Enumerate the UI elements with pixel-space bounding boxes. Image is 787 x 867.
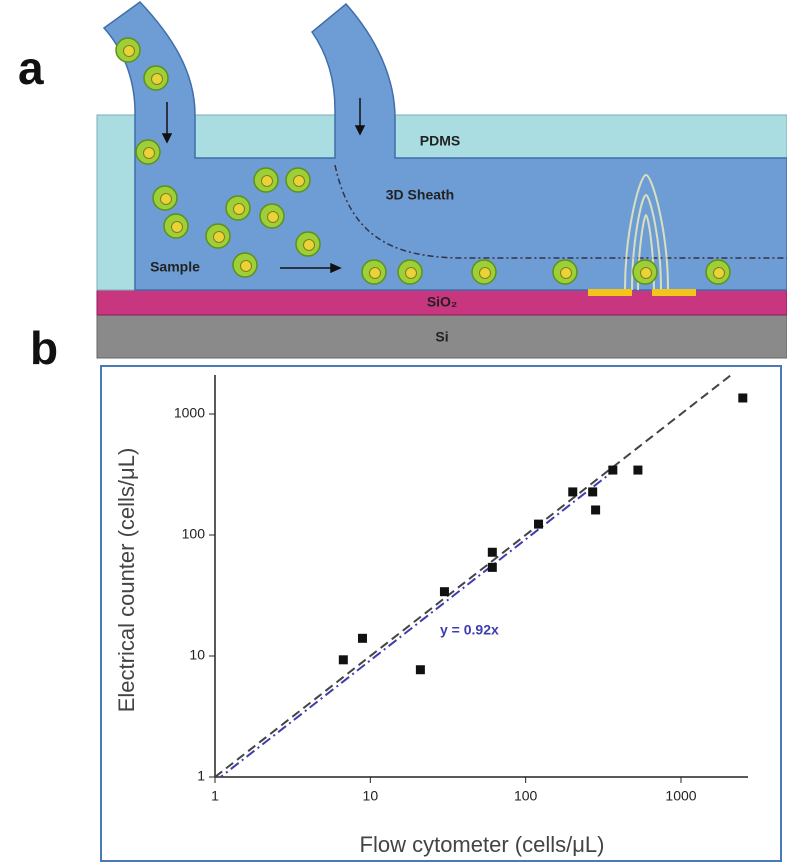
x-tick-label: 100: [514, 788, 538, 804]
y-tick-label: 10: [189, 647, 205, 663]
x-tick-label: 10: [363, 788, 379, 804]
plot: 1 10 100 1000 1 10 100 1000 y = 0.92x: [174, 375, 748, 804]
cell-nucleus: [143, 147, 155, 159]
point: [357, 633, 367, 643]
label: PDMS: [420, 133, 460, 149]
x-tick-label: 1: [211, 788, 219, 804]
label: 3D Sheath: [386, 187, 454, 203]
point: [588, 487, 598, 497]
cell-nucleus: [213, 231, 225, 243]
cell-nucleus: [151, 73, 163, 85]
cell-nucleus: [640, 267, 652, 279]
cell-nucleus: [405, 267, 417, 279]
y-tick-label: 1: [197, 768, 205, 784]
point: [534, 519, 544, 529]
cell-nucleus: [560, 267, 572, 279]
electrode: [652, 289, 696, 296]
cell-nucleus: [171, 221, 183, 233]
point: [568, 487, 578, 497]
point: [439, 587, 449, 597]
point: [738, 393, 748, 403]
y-axis-title: Electrical counter (cells/μL): [114, 448, 139, 713]
panel-letter: a: [18, 42, 44, 94]
fit-line: [218, 470, 614, 777]
point: [487, 562, 497, 572]
panel-letter: b: [30, 322, 58, 374]
diagram: PDMS 3D Sheath Sample SiO₂ Si: [96, 1, 787, 359]
cell-nucleus: [369, 267, 381, 279]
cell-nucleus: [267, 211, 279, 223]
label: Si: [435, 329, 448, 345]
fit-annotation: y = 0.92x: [440, 622, 499, 638]
point: [633, 465, 643, 475]
arrows: [161, 98, 366, 274]
electrode: [588, 289, 632, 296]
label: Sample: [150, 259, 200, 275]
point: [608, 465, 618, 475]
si-layer: [96, 314, 787, 359]
cell-nucleus: [293, 175, 305, 187]
cell-nucleus: [479, 267, 491, 279]
cell-nucleus: [261, 175, 273, 187]
point: [338, 655, 348, 665]
y-tick-label: 100: [182, 526, 206, 542]
point: [591, 505, 601, 515]
point: [415, 665, 425, 675]
label: SiO₂: [427, 294, 457, 310]
cell-nucleus: [240, 260, 252, 272]
cells: [115, 37, 731, 285]
cell-nucleus: [233, 203, 245, 215]
cell-nucleus: [713, 267, 725, 279]
cell-nucleus: [303, 239, 315, 251]
cell-nucleus: [160, 193, 172, 205]
point: [487, 547, 497, 557]
field-lines: [624, 173, 669, 291]
y-tick-label: 1000: [174, 405, 205, 421]
x-axis-title: Flow cytometer (cells/μL): [360, 832, 605, 857]
x-tick-label: 1000: [665, 788, 696, 804]
identity-line: [215, 375, 732, 777]
cell-nucleus: [123, 45, 135, 57]
